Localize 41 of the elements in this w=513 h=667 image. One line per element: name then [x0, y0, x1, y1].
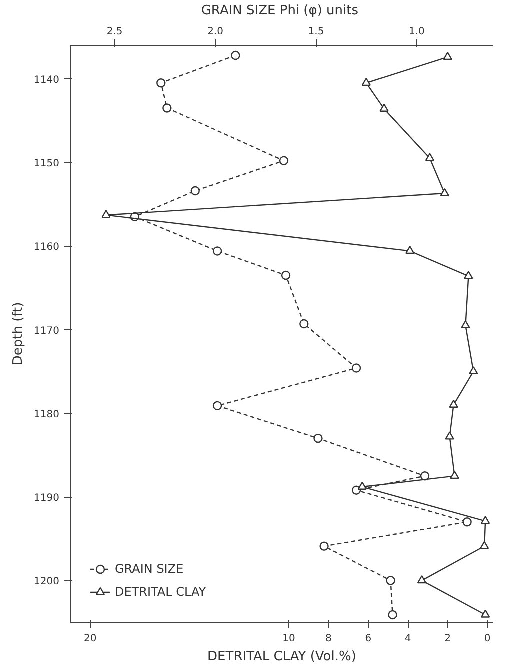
x-tick-label: 10	[282, 634, 296, 644]
point	[358, 482, 368, 490]
x2-tick-label: 1.5	[308, 26, 324, 38]
point	[480, 516, 490, 524]
point	[464, 271, 474, 280]
point	[480, 541, 490, 550]
legend-label: GRAIN SIZE	[115, 562, 184, 576]
x2-axis-title: GRAIN SIZE Phi (φ) units	[201, 4, 359, 18]
x2-tick-label: 2.0	[208, 26, 224, 38]
x2-tick-label: 2.5	[106, 26, 123, 38]
point	[102, 210, 111, 218]
point	[362, 78, 371, 86]
x-tick-label: 2	[444, 634, 452, 644]
point	[445, 432, 454, 440]
y-tick-label: 1200	[34, 576, 60, 588]
point	[450, 470, 460, 480]
point	[461, 320, 470, 329]
y-tick-label: 1160	[34, 242, 60, 254]
x-tick-label: 0	[484, 634, 491, 644]
point	[449, 400, 458, 408]
y-tick-label: 1190	[34, 493, 60, 504]
point	[480, 610, 490, 618]
point	[469, 366, 478, 375]
legend-label: DETRITAL CLAY	[115, 585, 206, 599]
y-tick-label: 1140	[34, 74, 60, 86]
point	[440, 188, 450, 196]
x-tick-label: 6	[365, 634, 372, 644]
point	[425, 153, 435, 162]
point	[405, 246, 415, 254]
y-axis-title: Depth (ft)	[11, 302, 26, 366]
point	[380, 104, 389, 112]
x-axis-title: DETRITAL CLAY (Vol.%)	[208, 650, 356, 664]
y-tick-label: 1150	[34, 158, 60, 170]
point	[417, 575, 427, 584]
x-tick-label: 4	[404, 634, 412, 644]
x-tick-label: 20	[84, 634, 97, 644]
x2-tick-label: 1.0	[409, 26, 425, 38]
y-tick-label: 1180	[34, 409, 60, 420]
x-tick-label: 8	[325, 634, 332, 644]
point	[443, 52, 452, 60]
y-tick-label: 1170	[34, 326, 60, 337]
